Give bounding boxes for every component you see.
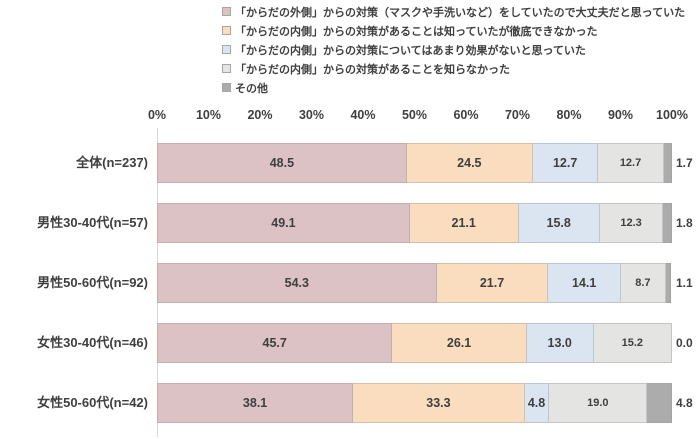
bar-segment: 19.0 xyxy=(549,383,648,423)
segment-value-label: 38.1 xyxy=(242,396,268,410)
bar-segment: 54.3 xyxy=(157,263,437,303)
bar-segment: 33.3 xyxy=(353,383,525,423)
bar-segment: 21.7 xyxy=(436,263,549,303)
x-axis-tick-label: 90% xyxy=(607,108,634,122)
bar-segment: 15.2 xyxy=(593,323,672,363)
bar-segment: 12.7 xyxy=(532,143,599,183)
bar-row: 38.1 33.3 4.8 19.0 xyxy=(157,383,672,423)
segment-value-label: 48.5 xyxy=(269,156,295,170)
x-axis-tick-label: 100% xyxy=(656,108,688,122)
segment-value-label: 49.1 xyxy=(271,216,296,230)
x-axis-tick-label: 40% xyxy=(350,108,376,122)
segment-value-label: 21.7 xyxy=(479,276,505,290)
category-label: 男性30-40代(n=57) xyxy=(37,215,148,230)
legend-item: 「からだの内側」からの対策についてはあまり効果がないと思っていた xyxy=(222,40,685,59)
bar-segment: 12.7 xyxy=(598,143,664,183)
segment-value-label: 14.1 xyxy=(572,276,597,290)
bar-segment: 12.3 xyxy=(599,203,664,243)
bar-segment xyxy=(647,383,672,423)
x-axis-tick-label: 10% xyxy=(195,108,222,122)
outside-value-label: 1.7 xyxy=(676,156,693,170)
chart-legend: 「からだの外側」からの対策（マスクや手洗いなど）をしていたので大丈夫だと思ってい… xyxy=(222,2,685,97)
segment-value-label: 19.0 xyxy=(587,397,609,409)
bar-segment xyxy=(663,143,673,183)
legend-label: 「からだの内側」からの対策についてはあまり効果がないと思っていた xyxy=(235,44,586,57)
bar-segment xyxy=(665,263,672,303)
legend-item: 「からだの内側」からの対策があることは知っていたが徹底できなかった xyxy=(222,21,685,40)
bar-segment: 8.7 xyxy=(621,263,666,303)
segment-value-label: 13.0 xyxy=(547,336,572,350)
segment-value-label: 45.7 xyxy=(262,336,287,350)
segment-value-label: 54.3 xyxy=(284,276,309,290)
x-axis-tick-label: 50% xyxy=(401,108,428,122)
x-axis-tick-label: 0% xyxy=(147,108,167,122)
bar-row: 54.3 21.7 14.1 8.7 xyxy=(157,263,672,303)
legend-swatch-icon xyxy=(222,7,231,16)
legend-item: 「からだの内側」からの対策があることを知らなかった xyxy=(222,59,685,78)
bar-segment: 4.8 xyxy=(524,383,550,423)
segment-value-label: 4.8 xyxy=(527,396,546,410)
segment-value-label: 12.7 xyxy=(619,157,642,169)
legend-label: 「からだの内側」からの対策があることを知らなかった xyxy=(235,63,510,76)
bar-segment: 21.1 xyxy=(409,203,519,243)
segment-value-label: 8.7 xyxy=(635,277,651,289)
x-axis-tick-label: 80% xyxy=(556,108,582,122)
legend-item: 「からだの外側」からの対策（マスクや手洗いなど）をしていたので大丈夫だと思ってい… xyxy=(222,2,685,21)
legend-label: 「からだの内側」からの対策があることは知っていたが徹底できなかった xyxy=(235,25,598,38)
legend-swatch-icon xyxy=(222,64,231,73)
category-label: 女性30-40代(n=46) xyxy=(37,335,148,350)
bar-row: 48.5 24.5 12.7 12.7 xyxy=(157,143,673,183)
segment-value-label: 12.3 xyxy=(620,217,642,229)
segment-value-label: 21.1 xyxy=(451,216,476,230)
segment-value-label: 12.7 xyxy=(552,156,578,170)
category-label: 女性50-60代(n=42) xyxy=(37,395,148,410)
outside-value-label: 1.1 xyxy=(676,276,693,290)
bar-segment: 45.7 xyxy=(157,323,393,363)
segment-value-label: 15.2 xyxy=(621,337,644,349)
legend-label: その他 xyxy=(235,82,268,95)
bar-segment: 14.1 xyxy=(548,263,621,303)
bar-segment: 49.1 xyxy=(157,203,410,243)
x-axis-tick-label: 30% xyxy=(298,108,325,122)
outside-value-label: 1.8 xyxy=(676,216,693,230)
segment-value-label: 15.8 xyxy=(546,216,571,230)
legend-swatch-icon xyxy=(222,26,231,35)
bar-segment: 24.5 xyxy=(406,143,533,183)
category-label: 男性50-60代(n=92) xyxy=(37,275,148,290)
legend-swatch-icon xyxy=(222,83,231,92)
legend-label: 「からだの外側」からの対策（マスクや手洗いなど）をしていたので大丈夫だと思ってい… xyxy=(235,6,686,19)
bar-row: 45.7 26.1 13.0 15.2 xyxy=(157,323,672,363)
segment-value-label: 33.3 xyxy=(426,396,451,410)
outside-value-label: 0.0 xyxy=(676,336,693,350)
bar-segment: 13.0 xyxy=(526,323,594,363)
x-axis-tick-label: 20% xyxy=(247,108,273,122)
bar-segment: 15.8 xyxy=(518,203,600,243)
bar-segment: 26.1 xyxy=(392,323,527,363)
category-label: 全体(n=237) xyxy=(76,155,148,170)
bar-row: 49.1 21.1 15.8 12.3 xyxy=(157,203,673,243)
bar-segment: 38.1 xyxy=(157,383,354,423)
bar-segment: 48.5 xyxy=(157,143,407,183)
x-axis-tick-label: 70% xyxy=(504,108,531,122)
bar-segment xyxy=(663,203,673,243)
legend-swatch-icon xyxy=(222,45,231,54)
segment-value-label: 24.5 xyxy=(457,156,482,170)
x-axis-tick-label: 60% xyxy=(453,108,479,122)
outside-value-label: 4.8 xyxy=(676,396,693,410)
segment-value-label: 26.1 xyxy=(446,336,472,350)
legend-item: その他 xyxy=(222,78,685,97)
